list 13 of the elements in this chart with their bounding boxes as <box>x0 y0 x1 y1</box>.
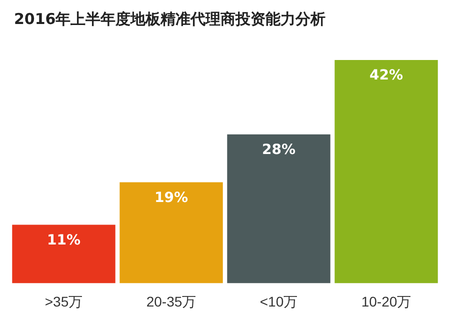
data-label: 42% <box>369 68 404 84</box>
data-label: 28% <box>262 142 296 158</box>
data-label: 19% <box>154 190 188 206</box>
bar <box>120 182 223 284</box>
chart-title: 2016年上半年度地板精准代理商投资能力分析 <box>13 9 327 30</box>
bar <box>334 60 438 284</box>
bar <box>12 224 116 284</box>
bar <box>227 134 330 284</box>
x-tick-label: >35万 <box>44 293 83 310</box>
x-tick-label: 20-35万 <box>146 293 196 310</box>
x-tick-label: <10万 <box>260 293 298 310</box>
data-label: 11% <box>46 232 81 248</box>
x-tick-label: 10-20万 <box>361 293 412 310</box>
